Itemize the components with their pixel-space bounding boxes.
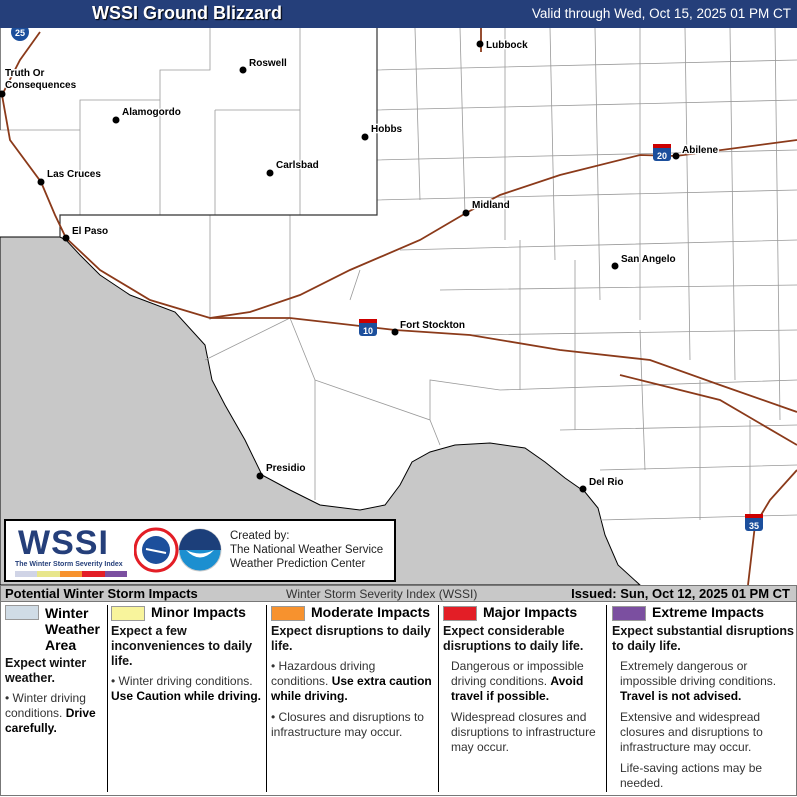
svg-text:20: 20 [657,151,667,161]
created-by: Created by: The National Weather Service W… [230,530,384,570]
swatch-moderate [271,605,305,621]
city-presidio: Presidio [256,462,307,480]
city-midland: Midland [462,199,511,217]
impact-legend: Winter Weather Area Expect winter weathe… [0,601,797,796]
svg-text:El Paso: El Paso [72,226,108,237]
city-del-rio: Del Rio [579,476,625,493]
mexico-region [0,236,641,585]
noaa-logo-icon [178,528,222,572]
city-lubbock: Lubbock [476,39,529,52]
nws-noaa-logos [134,527,222,573]
map-title: WSSI Ground Blizzard [92,3,283,23]
swatch-minor [111,605,145,621]
interstate-10-shield: 10 [359,319,377,336]
city-carlsbad: Carlsbad [266,159,320,177]
nws-logo-icon [134,527,179,573]
legend-minor-impacts: Minor Impacts Expect a few inconvenience… [111,604,262,703]
svg-text:Hobbs: Hobbs [371,124,403,135]
city-roswell: Roswell [239,57,288,74]
interstate-35-shield: 35 [745,514,763,531]
svg-text:Alamogordo: Alamogordo [122,107,181,118]
svg-text:25: 25 [15,28,25,38]
issued-time: Issued: Sun, Oct 12, 2025 01 PM CT [571,586,790,601]
svg-text:Roswell: Roswell [249,58,287,69]
legend-moderate-impacts: Moderate Impacts Expect disruptions to d… [271,604,432,739]
wssi-logo: WSSI [18,524,109,562]
index-name: Winter Storm Severity Index (WSSI) [286,587,478,601]
swatch-major [443,605,477,621]
valid-time: Valid through Wed, Oct 15, 2025 01 PM CT [531,6,791,21]
svg-text:Lubbock: Lubbock [486,40,528,51]
city-abilene: Abilene [672,144,720,160]
svg-text:Abilene: Abilene [682,145,719,156]
legend-major-impacts: Major Impacts Expect considerable disrup… [443,604,596,754]
legend-title: Potential Winter Storm Impacts [5,586,198,601]
city-san-angelo: San Angelo [611,253,677,270]
city-las-cruces: Las Cruces [37,168,103,186]
legend-extreme-impacts: Extreme Impacts Expect substantial disru… [612,604,794,790]
svg-text:Presidio: Presidio [266,463,305,474]
svg-text:Midland: Midland [472,200,510,211]
legend-winter-weather-area: Winter Weather Area Expect winter weathe… [5,605,100,735]
city-el-paso: El Paso [62,225,109,242]
wssi-subtitle: The Winter Storm Severity Index [15,561,123,568]
map: 25 20 10 35 Lubbock Roswell Truth OrCons… [0,28,797,585]
header-bar: WSSI Ground Blizzard Valid through Wed, … [0,0,797,28]
swatch-extreme [612,605,646,621]
interstate-shields: 25 20 10 35 [11,28,763,531]
wssi-logo-box: WSSI The Winter Storm Severity Index Cre… [4,519,396,582]
svg-text:Truth Or: Truth Or [5,68,45,79]
county-lines [0,28,797,521]
interstate-20-shield: 20 [653,144,671,161]
svg-text:35: 35 [749,521,759,531]
city-alamogordo: Alamogordo [112,106,182,124]
svg-text:Las Cruces: Las Cruces [47,169,101,180]
svg-text:Carlsbad: Carlsbad [276,160,319,171]
svg-text:San Angelo: San Angelo [621,254,676,265]
swatch-winter-weather [5,605,39,620]
wssi-color-bar [15,571,128,577]
interstate-25-shield: 25 [11,28,29,41]
legend-title-bar: Potential Winter Storm Impacts Winter St… [0,585,797,602]
svg-text:Consequences: Consequences [5,80,77,91]
svg-text:Fort Stockton: Fort Stockton [400,320,465,331]
svg-text:Del Rio: Del Rio [589,477,623,488]
city-hobbs: Hobbs [361,123,404,141]
svg-text:10: 10 [363,326,373,336]
city-fort-stockton: Fort Stockton [391,319,466,336]
